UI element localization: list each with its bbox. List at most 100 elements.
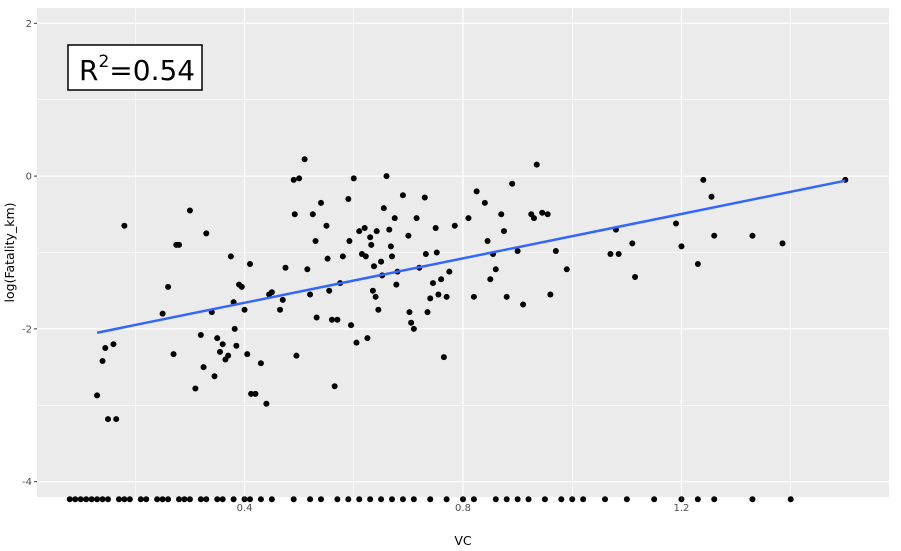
data-point [186, 496, 193, 503]
r-squared-annotation: R2=0.54 [67, 44, 203, 91]
major-gridlines [37, 8, 889, 497]
data-point [607, 251, 614, 258]
data-point [399, 496, 406, 503]
y-tick-label: -2 [22, 324, 32, 335]
data-point [263, 400, 270, 407]
x-axis-title: VC [454, 533, 472, 548]
data-point [424, 309, 431, 316]
y-tick-label: 0 [26, 172, 32, 183]
data-point [492, 496, 499, 503]
data-points [66, 156, 849, 503]
data-point [94, 392, 101, 399]
data-point [328, 316, 335, 323]
data-point [293, 352, 300, 359]
y-axis-ticks: -4 -2 0 2 [22, 19, 37, 488]
data-point [443, 293, 450, 300]
data-point [143, 496, 150, 503]
data-point [369, 287, 376, 294]
data-point [602, 496, 608, 503]
data-point [481, 199, 488, 206]
data-point [514, 247, 521, 254]
data-point [83, 496, 90, 503]
data-point [159, 310, 166, 317]
data-point [334, 316, 341, 323]
data-point [378, 258, 385, 265]
annotation-base: R [79, 54, 98, 87]
data-point [569, 496, 576, 503]
data-point [389, 496, 395, 503]
data-point [165, 283, 172, 290]
data-point [219, 341, 226, 348]
data-point [673, 220, 679, 227]
data-point [99, 357, 106, 364]
data-point [386, 226, 393, 233]
data-point [446, 268, 453, 275]
data-point [473, 188, 480, 195]
data-point [248, 390, 255, 397]
data-point [307, 291, 314, 298]
data-point [154, 496, 161, 503]
data-point [678, 243, 685, 250]
data-point [440, 354, 447, 361]
data-point [181, 496, 188, 503]
data-point [500, 228, 507, 235]
data-point [378, 496, 385, 503]
data-point [711, 232, 718, 239]
y-tick-label: -4 [22, 477, 32, 488]
data-point [176, 496, 182, 503]
x-tick-label: 1.2 [674, 503, 690, 514]
annotation-text: R2=0.54 [79, 52, 195, 87]
data-point [211, 373, 218, 380]
data-point [694, 496, 701, 503]
data-point [435, 291, 442, 298]
data-point [339, 253, 346, 260]
data-point [348, 322, 355, 329]
annotation-box [67, 44, 203, 91]
data-point [406, 309, 413, 316]
data-point [533, 161, 540, 168]
data-point [126, 496, 133, 503]
data-point [345, 196, 352, 203]
data-point [356, 228, 363, 235]
data-point [247, 496, 253, 503]
data-point [372, 293, 379, 300]
data-point [290, 496, 297, 503]
data-point [230, 496, 237, 503]
data-point [257, 496, 264, 503]
data-point [282, 264, 289, 271]
data-point [115, 496, 122, 503]
data-point [429, 280, 436, 287]
data-point [227, 253, 234, 260]
data-point [487, 276, 494, 283]
data-point [368, 241, 375, 248]
data-point [219, 496, 226, 503]
annotation-value: =0.54 [109, 54, 195, 87]
data-point [277, 306, 284, 313]
data-point [373, 228, 380, 235]
data-point [364, 335, 371, 342]
data-point [498, 211, 505, 218]
data-point [749, 496, 756, 503]
data-point [629, 240, 636, 247]
data-point [105, 416, 111, 423]
data-point [387, 243, 394, 250]
x-tick-label: 0.4 [237, 503, 253, 514]
data-point [200, 364, 207, 371]
data-point [367, 496, 374, 503]
data-point [203, 496, 210, 503]
data-point [383, 173, 390, 180]
data-point [345, 496, 352, 503]
data-point [362, 253, 369, 260]
data-point [186, 207, 193, 214]
data-point [137, 496, 144, 503]
data-point [350, 175, 357, 182]
data-point [279, 296, 286, 303]
data-point [552, 247, 559, 254]
data-point [544, 211, 551, 218]
data-point [231, 325, 238, 332]
data-point [72, 496, 79, 503]
data-point [787, 496, 794, 503]
data-point [216, 348, 223, 355]
data-point [375, 306, 382, 313]
data-point [525, 496, 532, 503]
